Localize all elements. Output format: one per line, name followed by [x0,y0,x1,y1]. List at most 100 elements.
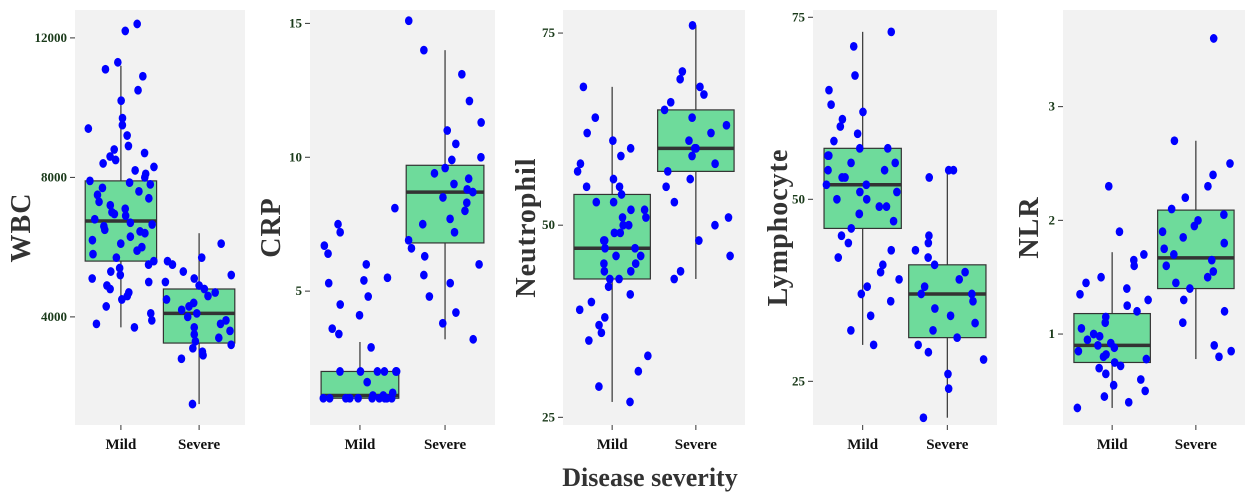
data-point [115,263,124,273]
data-point [464,174,473,184]
data-point [121,211,130,221]
data-point [1115,227,1124,237]
data-point [324,278,333,288]
data-point [929,325,937,335]
data-point [914,340,922,350]
data-point [597,328,606,338]
data-point [1170,136,1179,146]
data-point [112,253,121,263]
y-tick-label: 25 [542,409,556,424]
data-point [686,174,695,184]
data-point [131,166,139,175]
x-tick-label-mild: Mild [847,437,878,453]
data-point [688,151,696,161]
data-point [636,251,645,261]
data-point [1074,346,1083,356]
data-point [227,340,235,350]
data-point [676,266,685,276]
y-axis-title: Lymphocyte [763,149,794,307]
data-point [133,246,141,256]
data-point [1073,403,1082,413]
data-point [601,243,609,253]
data-point [336,227,344,237]
data-point [685,136,693,146]
data-point [627,266,635,276]
y-axis-title: NLR [1014,196,1045,258]
data-point [106,284,114,294]
data-point [670,274,678,284]
data-point [1210,341,1219,350]
data-point [355,310,364,320]
data-point [1179,295,1188,305]
data-point [469,187,477,197]
data-point [893,187,901,197]
data-point [133,19,141,29]
data-point [1141,386,1149,396]
data-point [1095,331,1104,341]
data-point [911,245,920,255]
data-point [477,152,485,162]
data-point [700,90,708,99]
data-point [363,377,371,387]
data-point [375,393,384,403]
data-point [1094,341,1102,350]
y-tick-label: 50 [542,217,555,232]
data-point [615,182,624,192]
data-point [452,308,460,317]
panel-wbc: 4000 8000 12000 WBC Mild Severe [6,10,245,453]
data-point [834,253,843,262]
data-point [126,218,135,228]
data-point [1204,181,1212,191]
data-point [1226,159,1234,168]
data-point [924,238,933,248]
data-point [211,288,219,297]
data-point [841,173,849,182]
data-point [1209,267,1218,276]
data-point [678,67,687,76]
data-point [824,151,832,161]
data-point [866,311,875,321]
data-point [851,71,859,80]
data-point [595,382,603,391]
data-point [1144,295,1152,305]
panels: 4000 8000 12000 WBC Mild Severe 5 10 15 CRP Mild Se… [6,9,1245,453]
data-point [214,333,223,343]
data-point [576,159,585,169]
data-point [847,158,855,168]
data-point [325,393,334,403]
data-point [88,235,97,245]
x-axis-title: Disease severity [562,463,737,492]
data-point [118,113,127,123]
data-point [634,366,643,376]
data-point [141,228,149,238]
data-point [931,304,939,313]
data-point [114,57,122,67]
data-point [833,194,841,204]
data-point [146,179,155,189]
y-tick-label: 10 [289,149,302,164]
data-point [609,136,617,146]
data-point [191,336,200,346]
data-point [110,209,119,219]
data-point [1101,318,1110,328]
data-point [591,113,600,122]
data-point [450,227,459,237]
data-point [944,369,952,379]
data-point [469,334,477,344]
data-point [420,45,428,55]
data-point [461,206,469,216]
data-point [859,107,867,117]
y-tick-label: 12000 [35,30,68,45]
data-point [837,231,846,241]
y-tick-label: 1 [1049,326,1056,341]
data-point [895,274,903,284]
box-mild [573,193,651,280]
data-point [1102,369,1110,379]
data-point [1220,306,1229,316]
data-point [185,302,193,311]
data-point [1110,343,1119,353]
x-tick-label-mild: Mild [1097,437,1128,453]
data-point [1209,170,1217,180]
data-point [177,305,186,315]
data-point [168,260,177,269]
